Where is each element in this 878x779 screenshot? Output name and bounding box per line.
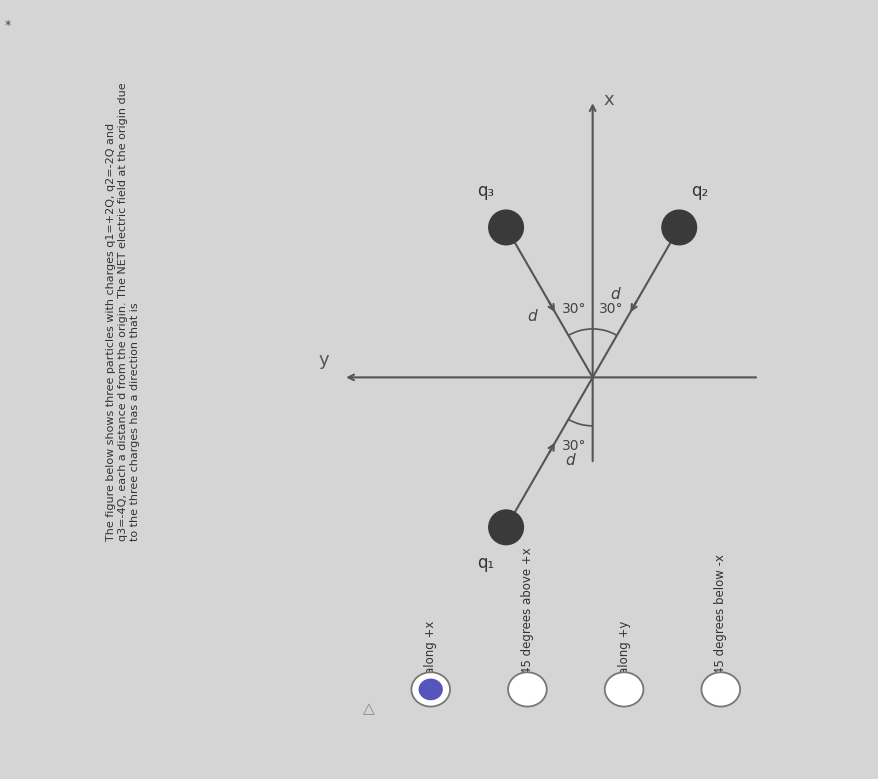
Text: 30°: 30° — [561, 439, 586, 453]
Text: along +y: along +y — [617, 620, 630, 674]
Text: 30°: 30° — [561, 301, 586, 315]
Circle shape — [661, 210, 695, 245]
Circle shape — [488, 510, 522, 545]
Text: 45 degrees below -x: 45 degrees below -x — [714, 554, 726, 674]
Text: d: d — [526, 309, 536, 324]
Text: △: △ — [363, 701, 375, 717]
Text: d: d — [609, 287, 619, 301]
Text: 30°: 30° — [598, 301, 623, 315]
Text: y: y — [319, 351, 329, 368]
Text: *: * — [4, 19, 11, 33]
Text: The figure below shows three particles with charges q1=+2Q, q2=-2Q and
q3=-4Q, e: The figure below shows three particles w… — [106, 83, 140, 541]
Text: along +x: along +x — [424, 620, 436, 674]
Text: q₁: q₁ — [476, 555, 493, 573]
Text: d: d — [565, 453, 575, 468]
Circle shape — [488, 210, 522, 245]
Text: 45 degrees above +x: 45 degrees above +x — [521, 547, 533, 674]
Text: q₂: q₂ — [691, 182, 708, 200]
Text: q₃: q₃ — [476, 182, 493, 200]
Text: x: x — [602, 91, 613, 109]
